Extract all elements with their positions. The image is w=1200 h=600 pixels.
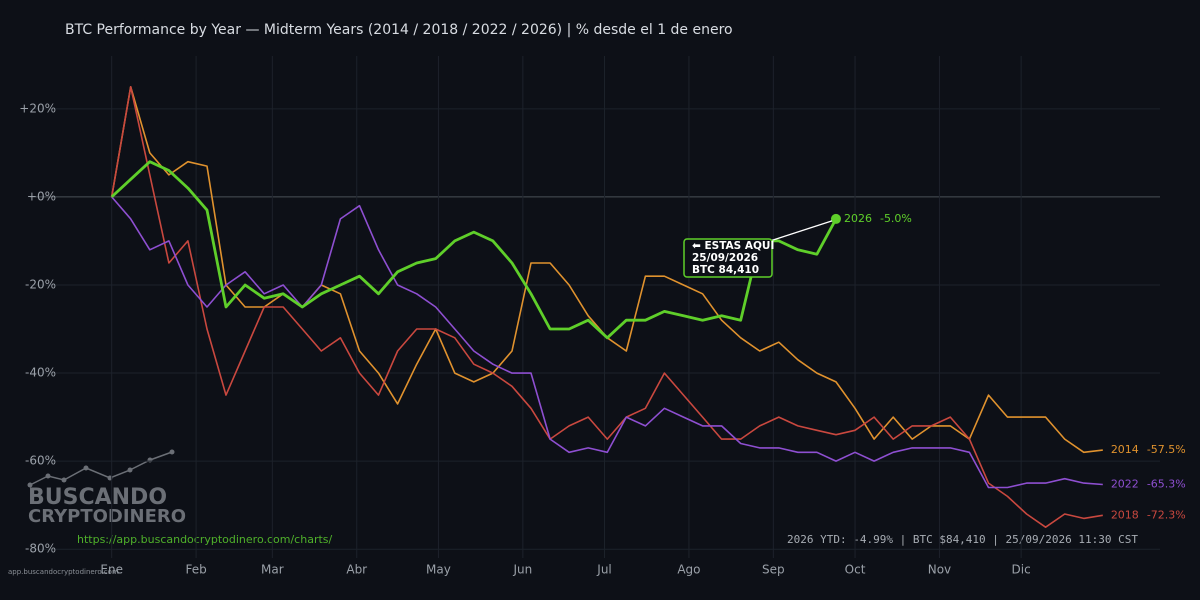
x-tick-label: Oct bbox=[845, 563, 866, 577]
y-tick-label: -40% bbox=[25, 366, 56, 380]
url: https://app.buscandocryptodinero.com/cha… bbox=[77, 533, 333, 546]
lines bbox=[110, 86, 1103, 528]
chart-title: BTC Performance by Year — Midterm Years … bbox=[65, 22, 733, 38]
x-tick-label: Abr bbox=[346, 563, 367, 577]
x-tick-label: Sep bbox=[762, 563, 785, 577]
y-tick-label: -20% bbox=[25, 277, 56, 291]
y-tick-label: +20% bbox=[19, 101, 56, 115]
end-label-name: 2018 bbox=[1111, 508, 1139, 521]
end-label-name: 2014 bbox=[1111, 443, 1139, 456]
series-line bbox=[110, 86, 1103, 454]
x-tick-label: Jun bbox=[512, 563, 532, 577]
grid: +20% +0% -20% -40% -60% -80% Ene Feb Mar Abr May Ju… bbox=[19, 56, 1160, 577]
end-label-name: 2022 bbox=[1111, 477, 1139, 490]
end-label-value: -5.0% bbox=[880, 212, 912, 225]
annotation-box bbox=[683, 238, 773, 278]
x-tick-label: Mar bbox=[261, 563, 284, 577]
annotation-text: BTC 84,410 bbox=[692, 264, 759, 276]
series-line bbox=[110, 86, 1103, 528]
series-line bbox=[111, 196, 1103, 489]
x-tick-label: Jul bbox=[596, 563, 611, 577]
logo-text: CRYPTODINERO bbox=[28, 506, 186, 527]
series-line bbox=[110, 160, 838, 340]
y-tick-label: -80% bbox=[25, 542, 56, 556]
y-tick-label: -60% bbox=[25, 454, 56, 468]
x-tick-label: Ene bbox=[100, 563, 123, 577]
x-tick-label: Ago bbox=[677, 563, 700, 577]
x-tick-label: Nov bbox=[928, 563, 951, 577]
annotation-text: 25/09/2026 bbox=[692, 252, 758, 264]
overlay: 2014 -57.5% 2018 -72.3% 2022 -65.3% 2026 -5.0% ⬅… bbox=[683, 212, 1186, 521]
annotation-text: ⬅ ESTAS AQUI bbox=[692, 240, 774, 252]
y-tick-label: +0% bbox=[27, 189, 56, 203]
current-marker bbox=[830, 213, 841, 224]
watermark: app.buscandocryptodinero.com bbox=[8, 568, 119, 576]
x-tick-label: May bbox=[426, 563, 451, 577]
logo-text: BUSCANDO bbox=[28, 485, 167, 510]
end-label-value: -65.3% bbox=[1147, 477, 1186, 490]
annotation-arrow bbox=[769, 220, 833, 242]
x-tick-label: Feb bbox=[185, 563, 206, 577]
end-label-value: -72.3% bbox=[1147, 508, 1186, 521]
x-tick-label: Dic bbox=[1012, 563, 1031, 577]
end-label-name: 2026 bbox=[844, 212, 872, 225]
end-label-value: -57.5% bbox=[1147, 443, 1186, 456]
footer: 2026 YTD: -4.99% | BTC $84,410 | 25/09/2… bbox=[787, 533, 1138, 546]
logo-sparkline bbox=[29, 451, 173, 486]
